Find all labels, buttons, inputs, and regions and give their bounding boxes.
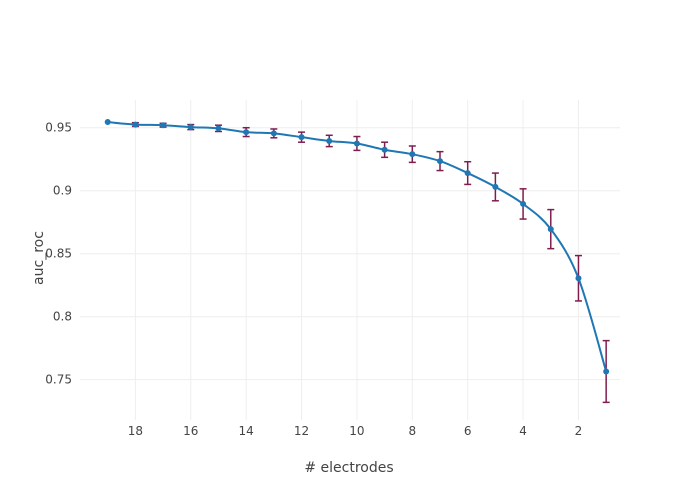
y-tick-label: 0.8	[53, 310, 72, 324]
data-point	[409, 151, 416, 158]
grid-layer	[80, 100, 620, 420]
data-point	[104, 119, 111, 126]
data-point	[437, 158, 443, 165]
data-point	[243, 129, 250, 136]
data-point	[520, 200, 527, 207]
data-points	[104, 119, 610, 375]
y-axis-title: auc_roc	[31, 231, 47, 285]
x-tick-label: 18	[128, 424, 143, 438]
x-tick-label: 10	[349, 424, 364, 438]
data-point	[326, 137, 333, 144]
data-point	[492, 183, 499, 190]
x-axis-title: # electrodes	[304, 460, 393, 476]
y-tick-label: 0.9	[53, 184, 72, 198]
x-tick-label: 16	[183, 424, 198, 438]
data-point	[353, 140, 360, 147]
data-point	[187, 124, 194, 131]
x-tick-label: 6	[464, 424, 472, 438]
data-point	[547, 226, 554, 233]
data-point	[298, 134, 305, 141]
error-bars	[131, 121, 610, 404]
x-tick-label: 2	[575, 424, 583, 438]
y-tick-label: 0.85	[45, 247, 72, 261]
x-tick-label: 8	[408, 424, 416, 438]
y-tick-label: 0.75	[45, 373, 72, 387]
x-tick-label: 4	[519, 424, 527, 438]
data-point	[132, 121, 139, 128]
y-tick-label: 0.95	[45, 121, 72, 135]
data-point	[270, 130, 277, 137]
data-point	[464, 170, 471, 177]
x-tick-label: 12	[294, 424, 309, 438]
x-tick-label: 14	[239, 424, 254, 438]
data-point	[603, 368, 610, 375]
data-point	[215, 125, 222, 132]
data-point	[381, 146, 388, 153]
tick-labels: 0.75 0.8 0.85 0.9 0.95 18 16 14 12 10 8 6 4 2	[45, 121, 582, 438]
data-point	[575, 275, 582, 282]
data-point	[160, 122, 167, 129]
